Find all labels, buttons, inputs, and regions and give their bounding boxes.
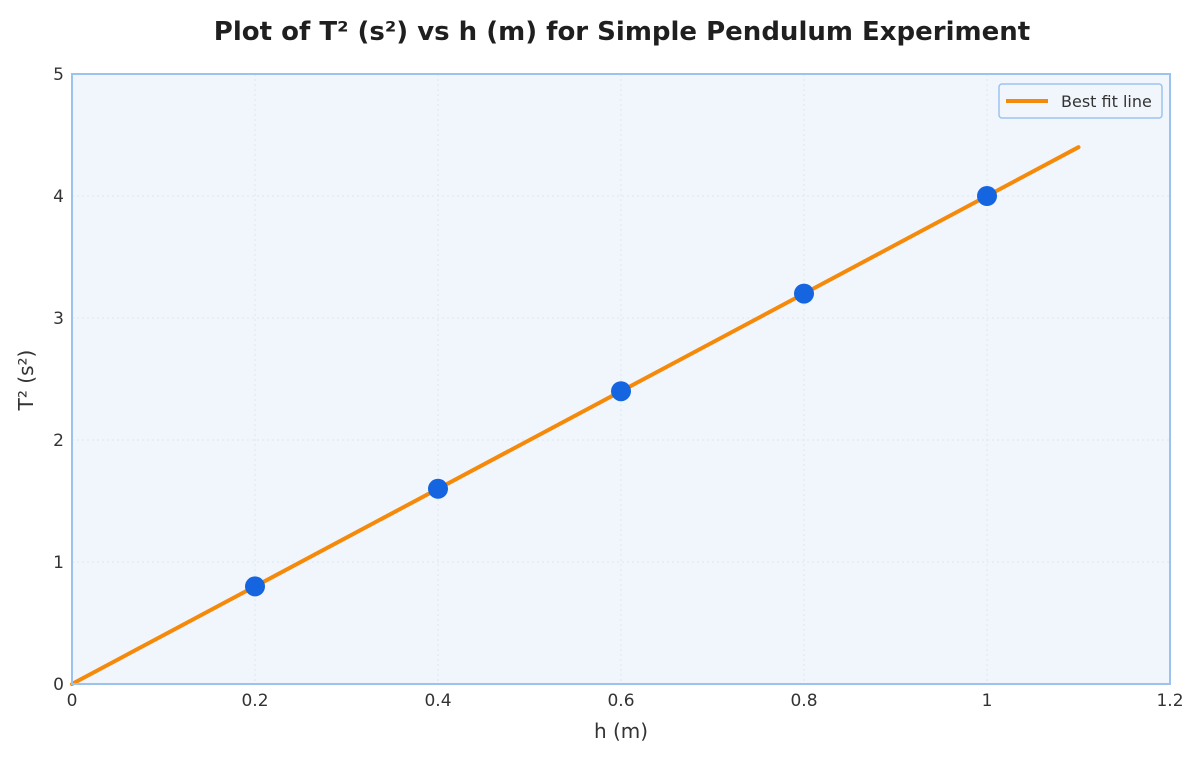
y-tick-label: 3 (53, 309, 64, 329)
x-axis-ticks: 0 0.2 0.4 0.6 0.8 1 1.2 (67, 691, 1184, 711)
x-tick-label: 0.4 (424, 691, 451, 711)
x-tick-label: 0.8 (790, 691, 817, 711)
y-tick-label: 5 (53, 65, 64, 85)
data-point (794, 283, 814, 304)
data-point (611, 381, 631, 402)
plot-border (71, 73, 1171, 685)
legend-box (998, 83, 1163, 119)
best-fit-line (70, 145, 1081, 686)
chart-title: Plot of T² (s²) vs h (m) for Simple Pend… (214, 17, 1030, 47)
legend-label-best-fit: Best fit line (1061, 92, 1152, 111)
grid (72, 74, 1170, 684)
x-tick-label: 0 (67, 691, 78, 711)
data-point (245, 576, 265, 597)
y-tick-label: 1 (53, 553, 64, 573)
data-point (977, 186, 997, 206)
y-tick-label: 4 (53, 187, 64, 207)
y-tick-label: 2 (53, 431, 64, 451)
x-tick-label: 0.2 (241, 691, 268, 711)
x-axis-label: h (m) (594, 719, 648, 743)
series-lines (70, 145, 1081, 686)
y-tick-label: 0 (53, 675, 64, 695)
data-point (428, 478, 448, 499)
x-tick-label: 1 (982, 691, 993, 711)
x-tick-label: 1.2 (1156, 691, 1183, 711)
x-tick-label: 0.6 (607, 691, 634, 711)
data-points (245, 186, 997, 597)
y-axis-ticks: 0 1 2 3 4 5 (53, 65, 64, 695)
y-axis-label: T² (s²) (14, 350, 38, 412)
legend: Best fit line (998, 83, 1163, 119)
